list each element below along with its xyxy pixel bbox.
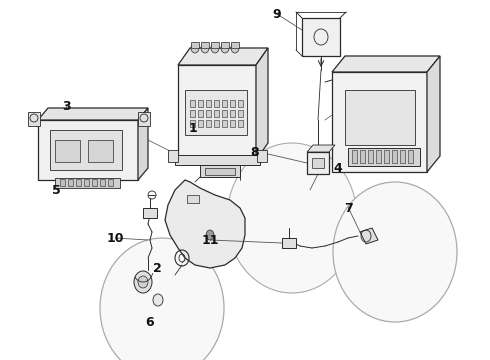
Polygon shape [38, 108, 148, 120]
Bar [206, 120, 211, 127]
Bar [55, 140, 80, 162]
Bar [138, 112, 150, 126]
Bar [50, 130, 122, 170]
Text: 10: 10 [106, 231, 124, 244]
Bar [60, 179, 65, 186]
Ellipse shape [231, 43, 239, 53]
Bar [230, 100, 235, 107]
Bar [178, 65, 256, 160]
Bar [408, 150, 413, 163]
Bar [214, 110, 219, 117]
Ellipse shape [221, 43, 229, 53]
Polygon shape [332, 56, 440, 72]
Ellipse shape [333, 182, 457, 322]
Text: 2: 2 [152, 261, 161, 274]
Bar [38, 120, 138, 180]
Text: 4: 4 [334, 162, 343, 175]
Bar [345, 90, 415, 145]
Ellipse shape [138, 276, 148, 288]
Bar [332, 72, 427, 172]
Bar [168, 150, 178, 162]
Bar [302, 18, 340, 56]
Bar [187, 195, 199, 203]
Bar [205, 168, 235, 175]
Bar [230, 110, 235, 117]
Bar [185, 90, 247, 135]
Bar [400, 150, 405, 163]
Bar [222, 100, 227, 107]
Bar [28, 112, 40, 126]
Bar [222, 110, 227, 117]
Bar [360, 150, 365, 163]
Bar [257, 150, 267, 162]
Bar [238, 100, 243, 107]
Bar [307, 152, 329, 174]
Text: 3: 3 [62, 99, 70, 112]
Bar [231, 42, 239, 48]
Bar [190, 100, 195, 107]
Bar [175, 155, 260, 165]
Bar [100, 179, 105, 186]
Bar [206, 100, 211, 107]
Bar [200, 165, 240, 177]
Bar [108, 179, 113, 186]
Bar [312, 158, 324, 168]
Bar [211, 42, 219, 48]
Bar [191, 42, 199, 48]
Polygon shape [360, 228, 378, 244]
Polygon shape [165, 180, 245, 268]
Polygon shape [256, 48, 268, 160]
Bar [190, 110, 195, 117]
Bar [238, 120, 243, 127]
Text: 11: 11 [201, 234, 219, 247]
Polygon shape [427, 56, 440, 172]
Bar [190, 120, 195, 127]
Bar [214, 120, 219, 127]
Ellipse shape [227, 143, 357, 293]
Text: 1: 1 [189, 122, 197, 135]
Bar [143, 208, 157, 218]
Text: 7: 7 [343, 202, 352, 215]
Bar [198, 100, 203, 107]
Ellipse shape [153, 294, 163, 306]
Bar [206, 110, 211, 117]
Ellipse shape [191, 43, 199, 53]
Bar [230, 120, 235, 127]
Bar [222, 120, 227, 127]
Bar [214, 100, 219, 107]
Bar [55, 178, 120, 188]
Bar [92, 179, 97, 186]
Bar [221, 42, 229, 48]
Text: 9: 9 [273, 8, 281, 21]
Bar [201, 42, 209, 48]
Bar [88, 140, 113, 162]
Text: 5: 5 [51, 184, 60, 197]
Ellipse shape [201, 43, 209, 53]
Bar [84, 179, 89, 186]
Bar [68, 179, 73, 186]
Polygon shape [178, 48, 268, 65]
Ellipse shape [211, 43, 219, 53]
Bar [368, 150, 373, 163]
Bar [348, 148, 420, 166]
Ellipse shape [206, 230, 214, 240]
Polygon shape [307, 145, 335, 152]
Bar [76, 179, 81, 186]
Text: 8: 8 [251, 145, 259, 158]
Ellipse shape [134, 271, 152, 293]
Ellipse shape [100, 238, 224, 360]
Bar [198, 110, 203, 117]
Bar [282, 238, 296, 248]
Bar [238, 110, 243, 117]
Bar [198, 120, 203, 127]
Polygon shape [138, 108, 148, 180]
Bar [392, 150, 397, 163]
Bar [376, 150, 381, 163]
Bar [384, 150, 389, 163]
Bar [352, 150, 357, 163]
Text: 6: 6 [146, 315, 154, 328]
